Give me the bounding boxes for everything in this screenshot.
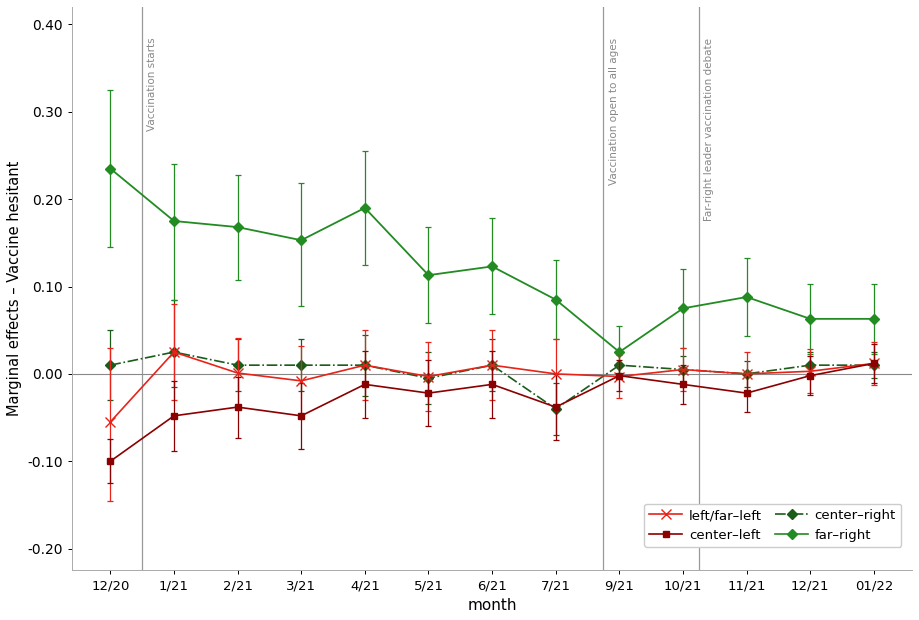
Text: Far-right leader vaccination debate: Far-right leader vaccination debate <box>704 38 714 221</box>
Text: Vaccination open to all ages: Vaccination open to all ages <box>608 38 618 185</box>
Legend: left/far–left, center–left, center–right, far–right: left/far–left, center–left, center–right… <box>644 504 902 547</box>
X-axis label: month: month <box>468 598 516 613</box>
Text: Vaccination starts: Vaccination starts <box>147 38 157 131</box>
Y-axis label: Marginal effects – Vaccine hesitant: Marginal effects – Vaccine hesitant <box>7 161 22 417</box>
